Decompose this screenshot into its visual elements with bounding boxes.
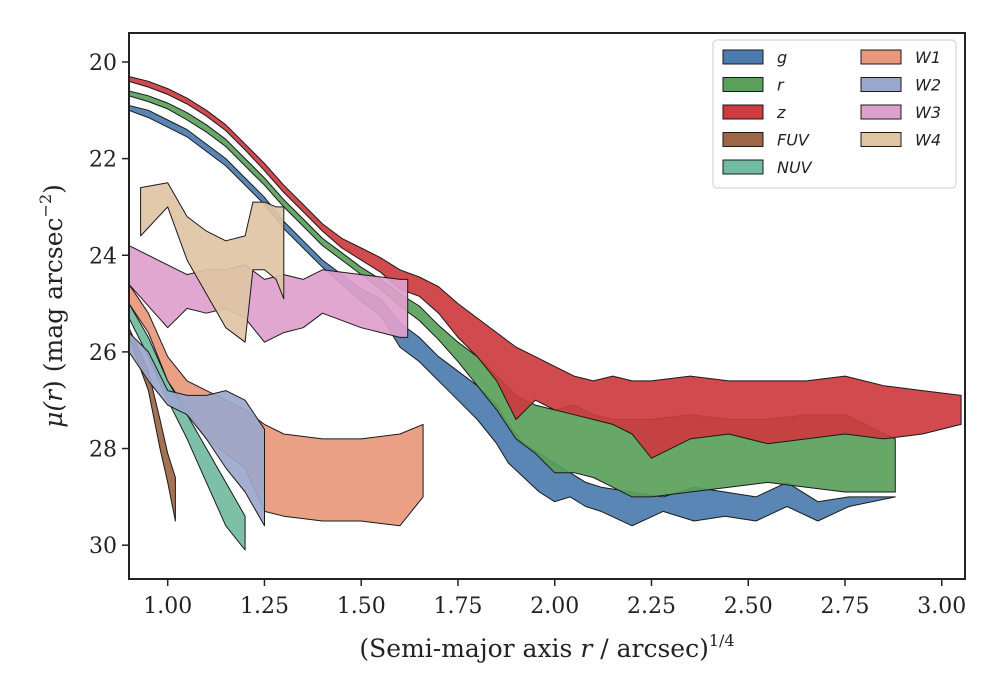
y-tick-label: 22 bbox=[89, 148, 117, 173]
x-axis-title-var: r bbox=[580, 634, 594, 663]
y-axis-title: μ(r) (mag arcsec−2) bbox=[36, 184, 68, 428]
legend-label: FUV bbox=[777, 131, 810, 150]
legend-swatch bbox=[722, 159, 764, 175]
legend-label: r bbox=[777, 76, 785, 95]
legend-item-r: r bbox=[722, 76, 785, 95]
y-axis-title-exponent: −2 bbox=[36, 194, 55, 218]
legend: grz FUV NUV W1 W2 W3 W4 bbox=[712, 39, 957, 189]
y-axis-title-mu: μ( bbox=[39, 401, 68, 428]
y-axis-title-close: ) bbox=[39, 184, 68, 194]
y-tick-label: 26 bbox=[89, 341, 117, 366]
legend-swatch bbox=[860, 132, 902, 147]
ticks-layer: 1.00 1.25 1.50 1.75 2.00 2.25 2.50 2.75 3.00 20 22… bbox=[89, 51, 966, 619]
x-tick-label: 1.50 bbox=[337, 594, 386, 619]
x-tick-label: 1.25 bbox=[240, 594, 289, 619]
x-tick-label: 2.25 bbox=[627, 594, 676, 619]
legend-item-fuv: FUV bbox=[722, 131, 810, 150]
series-band-w2 bbox=[129, 332, 265, 527]
y-axis-title-rest: ) (mag arcsec bbox=[39, 217, 68, 390]
plot-frame bbox=[128, 32, 966, 580]
legend-item-w2: W2 bbox=[860, 76, 941, 95]
y-tick-label: 20 bbox=[89, 51, 117, 76]
legend-label: W2 bbox=[915, 76, 941, 95]
legend-swatch bbox=[860, 104, 902, 120]
x-tick-label: 1.75 bbox=[433, 594, 482, 619]
y-tick-label: 28 bbox=[89, 438, 117, 463]
y-axis-title-var: r bbox=[39, 388, 68, 402]
legend-label: W3 bbox=[915, 103, 941, 122]
series-band-z bbox=[129, 76, 962, 459]
series-band-r bbox=[129, 90, 896, 498]
x-tick-label: 2.50 bbox=[724, 594, 773, 619]
y-tick-label: 24 bbox=[89, 244, 117, 269]
legend-swatch bbox=[860, 49, 902, 65]
legend-swatch bbox=[722, 132, 764, 147]
legend-item-w1: W1 bbox=[860, 48, 941, 67]
series-layer bbox=[129, 76, 962, 551]
x-axis-title-pre: (Semi-major axis bbox=[359, 634, 580, 663]
x-tick-label: 1.00 bbox=[143, 594, 192, 619]
x-tick-label: 3.00 bbox=[917, 594, 966, 619]
legend-label: W4 bbox=[915, 131, 941, 150]
x-tick-label: 2.75 bbox=[821, 594, 870, 619]
legend-swatch bbox=[722, 104, 764, 120]
legend-label: g bbox=[777, 48, 787, 67]
legend-item-g: g bbox=[722, 48, 787, 67]
legend-label: W1 bbox=[915, 48, 941, 67]
legend-swatch bbox=[722, 77, 764, 92]
legend-item-z: z bbox=[722, 103, 786, 122]
x-axis-title-exponent: 1/4 bbox=[709, 631, 735, 650]
x-axis-title-post: / arcsec) bbox=[592, 634, 709, 663]
series-band-w4 bbox=[140, 182, 285, 343]
legend-label: NUV bbox=[777, 158, 813, 177]
x-tick-label: 2.00 bbox=[530, 594, 579, 619]
legend-item-nuv: NUV bbox=[722, 158, 813, 177]
legend-label: z bbox=[776, 103, 786, 122]
legend-swatch bbox=[860, 77, 902, 92]
x-axis-title: (Semi-major axis r / arcsec)1/4 bbox=[359, 631, 734, 663]
y-tick-label: 30 bbox=[89, 534, 117, 559]
legend-item-w3: W3 bbox=[860, 103, 941, 122]
legend-item-w4: W4 bbox=[860, 131, 941, 150]
legend-swatch bbox=[722, 49, 764, 65]
